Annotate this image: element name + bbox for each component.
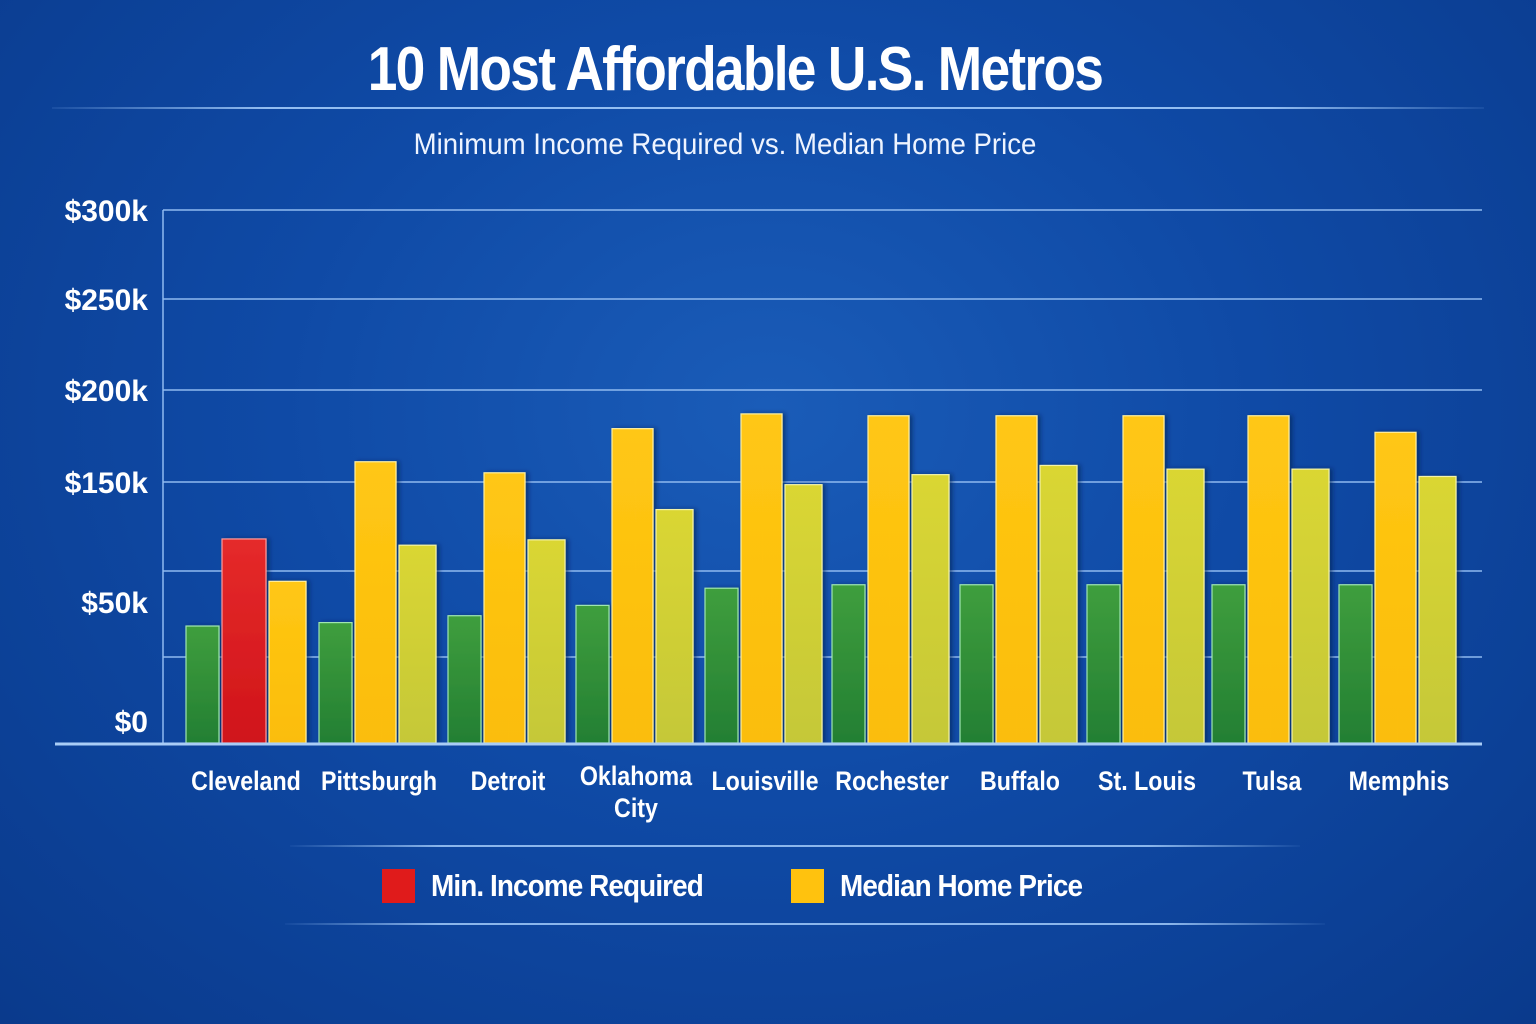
bar-oklahoma-city-series-2 bbox=[611, 428, 654, 744]
x-axis-ticks: Cleveland Pittsburgh Detroit Oklahoma City Lo… bbox=[191, 761, 1449, 823]
title-divider bbox=[52, 107, 1484, 109]
legend: Min. Income Required Median Home Price bbox=[382, 866, 1167, 906]
y-tick-label: $200k bbox=[65, 375, 149, 408]
legend-label: Min. Income Required bbox=[431, 868, 704, 903]
bar-buffalo-series-2 bbox=[995, 415, 1038, 744]
x-tick-label: Cleveland bbox=[191, 766, 301, 796]
x-tick-label: Tulsa bbox=[1243, 766, 1303, 796]
x-tick-label-line: Oklahoma bbox=[580, 761, 693, 791]
x-tick-label-line: Detroit bbox=[471, 766, 546, 796]
x-tick-label: Memphis bbox=[1349, 766, 1450, 796]
x-tick-label-line: Cleveland bbox=[191, 766, 301, 796]
bar-oklahoma-city-series-1 bbox=[575, 604, 610, 744]
bar-cleveland-series-1 bbox=[185, 625, 220, 744]
x-tick-label-line: Memphis bbox=[1349, 766, 1450, 796]
bars bbox=[185, 413, 1457, 744]
x-tick-label-line: Tulsa bbox=[1243, 766, 1303, 796]
y-tick-label: $300k bbox=[65, 195, 149, 228]
y-tick-label: $50k bbox=[81, 587, 148, 620]
bar-memphis-series-1 bbox=[1338, 584, 1373, 744]
bar-detroit-series-3 bbox=[527, 539, 566, 744]
bar-st-louis-series-1 bbox=[1086, 584, 1121, 744]
x-tick-label-line: Louisville bbox=[711, 766, 818, 796]
bar-cleveland-series-2 bbox=[221, 538, 267, 744]
bar-st-louis-series-3 bbox=[1166, 468, 1205, 744]
x-tick-label-line: Rochester bbox=[835, 766, 949, 796]
y-tick-label: $0 bbox=[115, 706, 148, 739]
x-tick-label: St. Louis bbox=[1098, 766, 1196, 796]
bar-louisville-series-1 bbox=[704, 587, 739, 744]
chart-subtitle: Minimum Income Required vs. Median Home … bbox=[413, 128, 1037, 161]
bar-detroit-series-1 bbox=[447, 615, 482, 744]
bar-buffalo-series-3 bbox=[1039, 464, 1078, 744]
bar-pittsburgh-series-2 bbox=[354, 461, 397, 744]
y-axis-ticks: $0 $50k $150k $200k $250k $300k bbox=[65, 195, 149, 739]
bar-louisville-series-3 bbox=[784, 484, 823, 744]
x-tick-label: Oklahoma City bbox=[580, 761, 693, 823]
x-tick-label: Pittsburgh bbox=[321, 766, 437, 796]
x-tick-label: Detroit bbox=[471, 766, 546, 796]
x-tick-label: Louisville bbox=[711, 766, 818, 796]
bar-memphis-series-2 bbox=[1374, 431, 1417, 744]
legend-label: Median Home Price bbox=[840, 868, 1083, 903]
x-tick-label: Buffalo bbox=[980, 766, 1060, 796]
bar-st-louis-series-2 bbox=[1122, 415, 1165, 744]
bar-tulsa-series-3 bbox=[1291, 468, 1330, 744]
legend-top-divider bbox=[290, 845, 1300, 847]
bar-tulsa-series-2 bbox=[1247, 415, 1290, 744]
bar-louisville-series-2 bbox=[740, 413, 783, 744]
x-tick-label-line: Buffalo bbox=[980, 766, 1060, 796]
legend-item-median-home-price: Median Home Price bbox=[791, 868, 1109, 904]
legend-swatch-yellow bbox=[791, 869, 825, 903]
y-tick-label: $250k bbox=[65, 284, 149, 317]
bar-oklahoma-city-series-3 bbox=[655, 508, 694, 744]
x-tick-label-line: Pittsburgh bbox=[321, 766, 437, 796]
chart-title: 10 Most Affordable U.S. Metros bbox=[367, 35, 1104, 104]
x-tick-label: Rochester bbox=[835, 766, 949, 796]
bar-buffalo-series-1 bbox=[959, 584, 994, 744]
bar-pittsburgh-series-1 bbox=[318, 621, 353, 744]
x-tick-label-line: City bbox=[614, 793, 658, 823]
bar-detroit-series-2 bbox=[483, 472, 526, 744]
legend-swatch-red bbox=[382, 869, 415, 903]
bar-pittsburgh-series-3 bbox=[398, 544, 437, 744]
legend-bottom-divider bbox=[285, 923, 1325, 925]
x-tick-label-line: St. Louis bbox=[1098, 766, 1196, 796]
legend-item-min-income: Min. Income Required bbox=[382, 868, 733, 904]
bar-memphis-series-3 bbox=[1418, 475, 1457, 744]
bar-rochester-series-3 bbox=[911, 474, 950, 744]
y-tick-label: $150k bbox=[65, 467, 149, 500]
bar-rochester-series-2 bbox=[867, 415, 910, 744]
bar-cleveland-series-3 bbox=[268, 580, 307, 744]
bar-tulsa-series-1 bbox=[1211, 584, 1246, 744]
bar-rochester-series-1 bbox=[831, 584, 866, 744]
